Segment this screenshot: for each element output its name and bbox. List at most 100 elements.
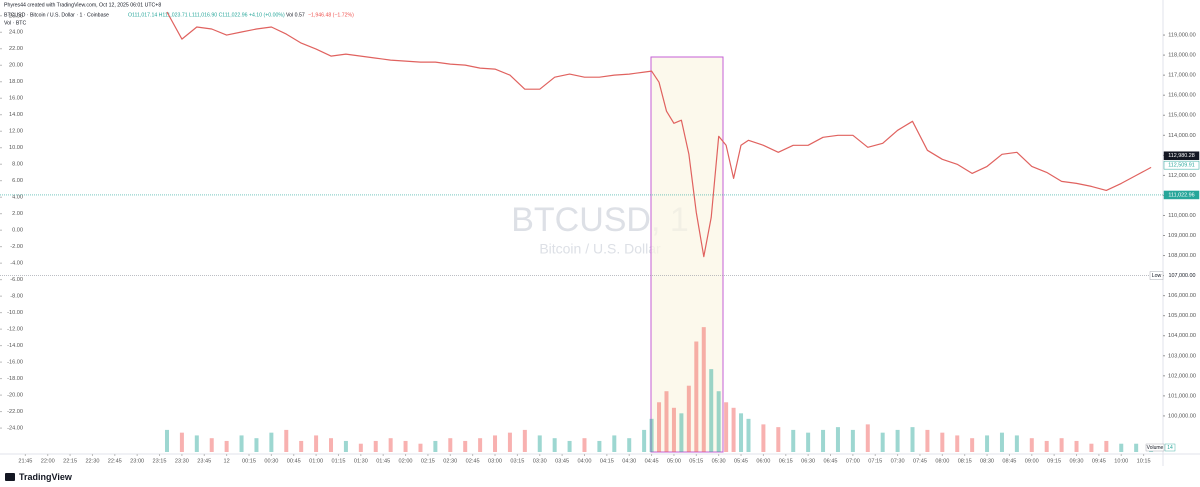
y2-tick-label: 18.00 bbox=[9, 79, 23, 85]
x-tick-label: 07:45 bbox=[913, 458, 927, 464]
y-tick-label: 103,000.00 bbox=[1168, 353, 1196, 359]
volume-bar bbox=[254, 438, 259, 452]
y-tick-label: 109,000.00 bbox=[1168, 233, 1196, 239]
volume-bar bbox=[627, 438, 632, 452]
x-tick-label: 21:45 bbox=[18, 458, 32, 464]
volume-bar bbox=[910, 427, 915, 452]
low-value: 107,000.00 bbox=[1169, 273, 1196, 279]
x-tick-label: 04:30 bbox=[622, 458, 636, 464]
volume-bar bbox=[642, 429, 647, 452]
volume-bar bbox=[269, 432, 274, 452]
x-tick-label: 10:15 bbox=[1137, 458, 1151, 464]
volume-bar bbox=[724, 402, 729, 452]
x-tick-label: 22:15 bbox=[63, 458, 77, 464]
x-tick-label: 02:45 bbox=[466, 458, 480, 464]
volume-bar bbox=[343, 440, 348, 452]
y-tick-label: 116,000.00 bbox=[1168, 93, 1196, 99]
y-tick-label: 112,000.00 bbox=[1168, 173, 1196, 179]
volume-bar bbox=[985, 435, 990, 452]
volume-bar bbox=[671, 407, 676, 452]
volume-bar bbox=[463, 440, 468, 452]
x-tick-label: 06:15 bbox=[779, 458, 793, 464]
volume-bar bbox=[716, 391, 721, 452]
low-title-box bbox=[1149, 271, 1164, 280]
low-title: Low bbox=[1152, 273, 1162, 279]
volume-bar bbox=[284, 429, 289, 452]
y2-tick-label: -2.00 bbox=[10, 244, 23, 250]
volume-bar bbox=[194, 435, 199, 452]
volume-bar bbox=[314, 435, 319, 452]
volume-bar bbox=[448, 438, 453, 452]
y-tick-label: 110,000.00 bbox=[1168, 213, 1196, 219]
y2-tick-label: 26.00 bbox=[9, 13, 23, 19]
volume-bar bbox=[664, 391, 669, 452]
volume-bar bbox=[850, 429, 855, 452]
plot-area bbox=[164, 11, 1154, 452]
y2-tick-label: 10.00 bbox=[9, 145, 23, 151]
y-tick-label: 101,000.00 bbox=[1168, 393, 1196, 399]
y2-tick-label: 22.00 bbox=[9, 46, 23, 52]
volume-value: Vol 0.57 bbox=[286, 12, 305, 18]
x-tick-label: 23:30 bbox=[175, 458, 189, 464]
y-tick-label: 114,000.00 bbox=[1168, 133, 1196, 139]
volume-bar bbox=[694, 341, 699, 452]
x-tick-label: 22:00 bbox=[41, 458, 55, 464]
x-tick-label: 23:45 bbox=[197, 458, 211, 464]
volume-bar bbox=[418, 443, 423, 452]
volume-bar bbox=[329, 438, 334, 452]
volume-bar bbox=[582, 438, 587, 452]
y-tick-label: 105,000.00 bbox=[1168, 313, 1196, 319]
volume-bar bbox=[164, 429, 169, 452]
x-tick-label: 02:30 bbox=[443, 458, 457, 464]
x-tick-label: 05:00 bbox=[667, 458, 681, 464]
y2-tick-label: 24.00 bbox=[9, 30, 23, 36]
price-line bbox=[166, 11, 1152, 258]
volume-bar bbox=[403, 440, 408, 452]
volume-bar bbox=[1089, 443, 1094, 452]
volume-bar bbox=[1044, 440, 1049, 452]
volume-bar bbox=[373, 440, 378, 452]
y2-tick-label: 14.00 bbox=[9, 112, 23, 118]
x-tick-label: 06:00 bbox=[756, 458, 770, 464]
low-value-box bbox=[1164, 271, 1199, 280]
volume-bar bbox=[1134, 443, 1139, 452]
volume-bar bbox=[731, 407, 736, 452]
y-tick-label: 108,000.00 bbox=[1168, 253, 1196, 259]
x-tick-label: 01:15 bbox=[331, 458, 345, 464]
y-tick-label: 119,000.00 bbox=[1168, 33, 1196, 39]
x-tick-label: 02:15 bbox=[421, 458, 435, 464]
volume-bar bbox=[649, 418, 654, 452]
x-tick-label: 07:30 bbox=[891, 458, 905, 464]
volume-bar bbox=[865, 424, 870, 452]
volume-bar bbox=[821, 429, 826, 452]
volume-bar bbox=[657, 402, 662, 452]
x-tick-label: 04:00 bbox=[577, 458, 591, 464]
volume-bar bbox=[761, 424, 766, 452]
y-tick-label: 106,000.00 bbox=[1168, 293, 1196, 299]
brand: TradingView bbox=[19, 472, 73, 482]
y2-tick-label: -12.00 bbox=[7, 327, 23, 333]
volume-bar bbox=[880, 432, 885, 452]
credit: Phyres44 created with TradingView.com, O… bbox=[4, 2, 161, 8]
volume-bar bbox=[739, 413, 744, 452]
volume-legend: Vol · BTC bbox=[4, 20, 26, 26]
price-label-box bbox=[1163, 151, 1200, 160]
highlight-box bbox=[650, 56, 724, 453]
y2-tick-label: -6.00 bbox=[10, 277, 23, 283]
volume-title: Volume bbox=[1147, 445, 1164, 451]
volume-bar bbox=[433, 440, 438, 452]
y2-tick-label: -18.00 bbox=[7, 376, 23, 382]
volume-bar bbox=[940, 432, 945, 452]
volume-bar bbox=[224, 440, 229, 452]
y2-tick-label: 4.00 bbox=[12, 195, 23, 201]
y2-tick-label: 0.00 bbox=[12, 228, 23, 234]
price-label: 111,022.96 bbox=[1168, 192, 1194, 198]
volume-bar bbox=[970, 438, 975, 452]
x-tick-label: 00:15 bbox=[242, 458, 256, 464]
change: −1,946.48 (−1.72%) bbox=[308, 12, 354, 18]
x-tick-label: 08:00 bbox=[935, 458, 949, 464]
volume-bar bbox=[925, 429, 930, 452]
x-tick-label: 05:30 bbox=[712, 458, 726, 464]
x-tick-label: 09:15 bbox=[1047, 458, 1061, 464]
y-tick-label: 115,000.00 bbox=[1168, 113, 1196, 119]
